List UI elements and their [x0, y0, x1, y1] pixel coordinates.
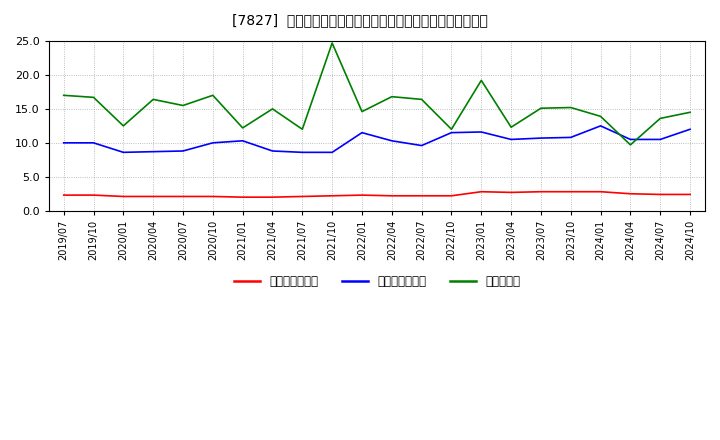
Legend: 売上債権回転率, 買入債務回転率, 在庫回転率: 売上債権回転率, 買入債務回転率, 在庫回転率	[229, 271, 525, 293]
Text: [7827]  売上債権回転率、買入債務回転率、在庫回転率の推移: [7827] 売上債権回転率、買入債務回転率、在庫回転率の推移	[232, 13, 488, 27]
